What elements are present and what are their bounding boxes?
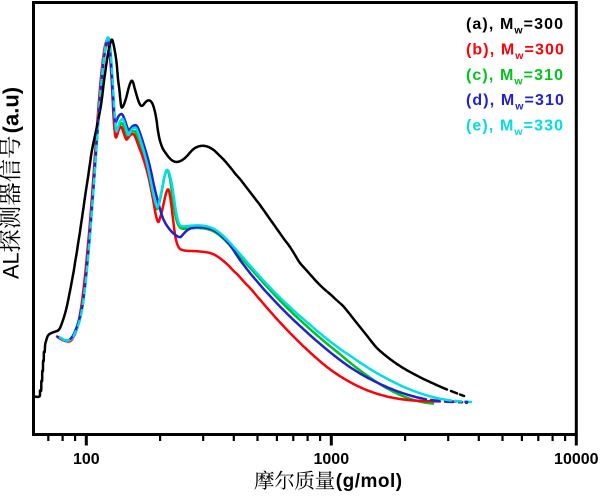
svg-text:(d), Mw=310: (d), Mw=310: [466, 92, 565, 113]
svg-text:100: 100: [73, 451, 100, 468]
svg-text:1000: 1000: [314, 451, 350, 468]
svg-text:(b), Mw=300: (b), Mw=300: [466, 42, 565, 63]
svg-text:10000: 10000: [554, 451, 599, 468]
svg-text:(a), Mw=300: (a), Mw=300: [466, 16, 564, 37]
svg-text:AL: AL: [0, 252, 24, 279]
svg-text:(c), Mw=310: (c), Mw=310: [466, 67, 564, 88]
svg-text:(g/mol): (g/mol): [336, 471, 403, 492]
svg-text:(a.u): (a.u): [0, 87, 24, 133]
svg-text:(e), Mw=330: (e), Mw=330: [466, 117, 564, 138]
